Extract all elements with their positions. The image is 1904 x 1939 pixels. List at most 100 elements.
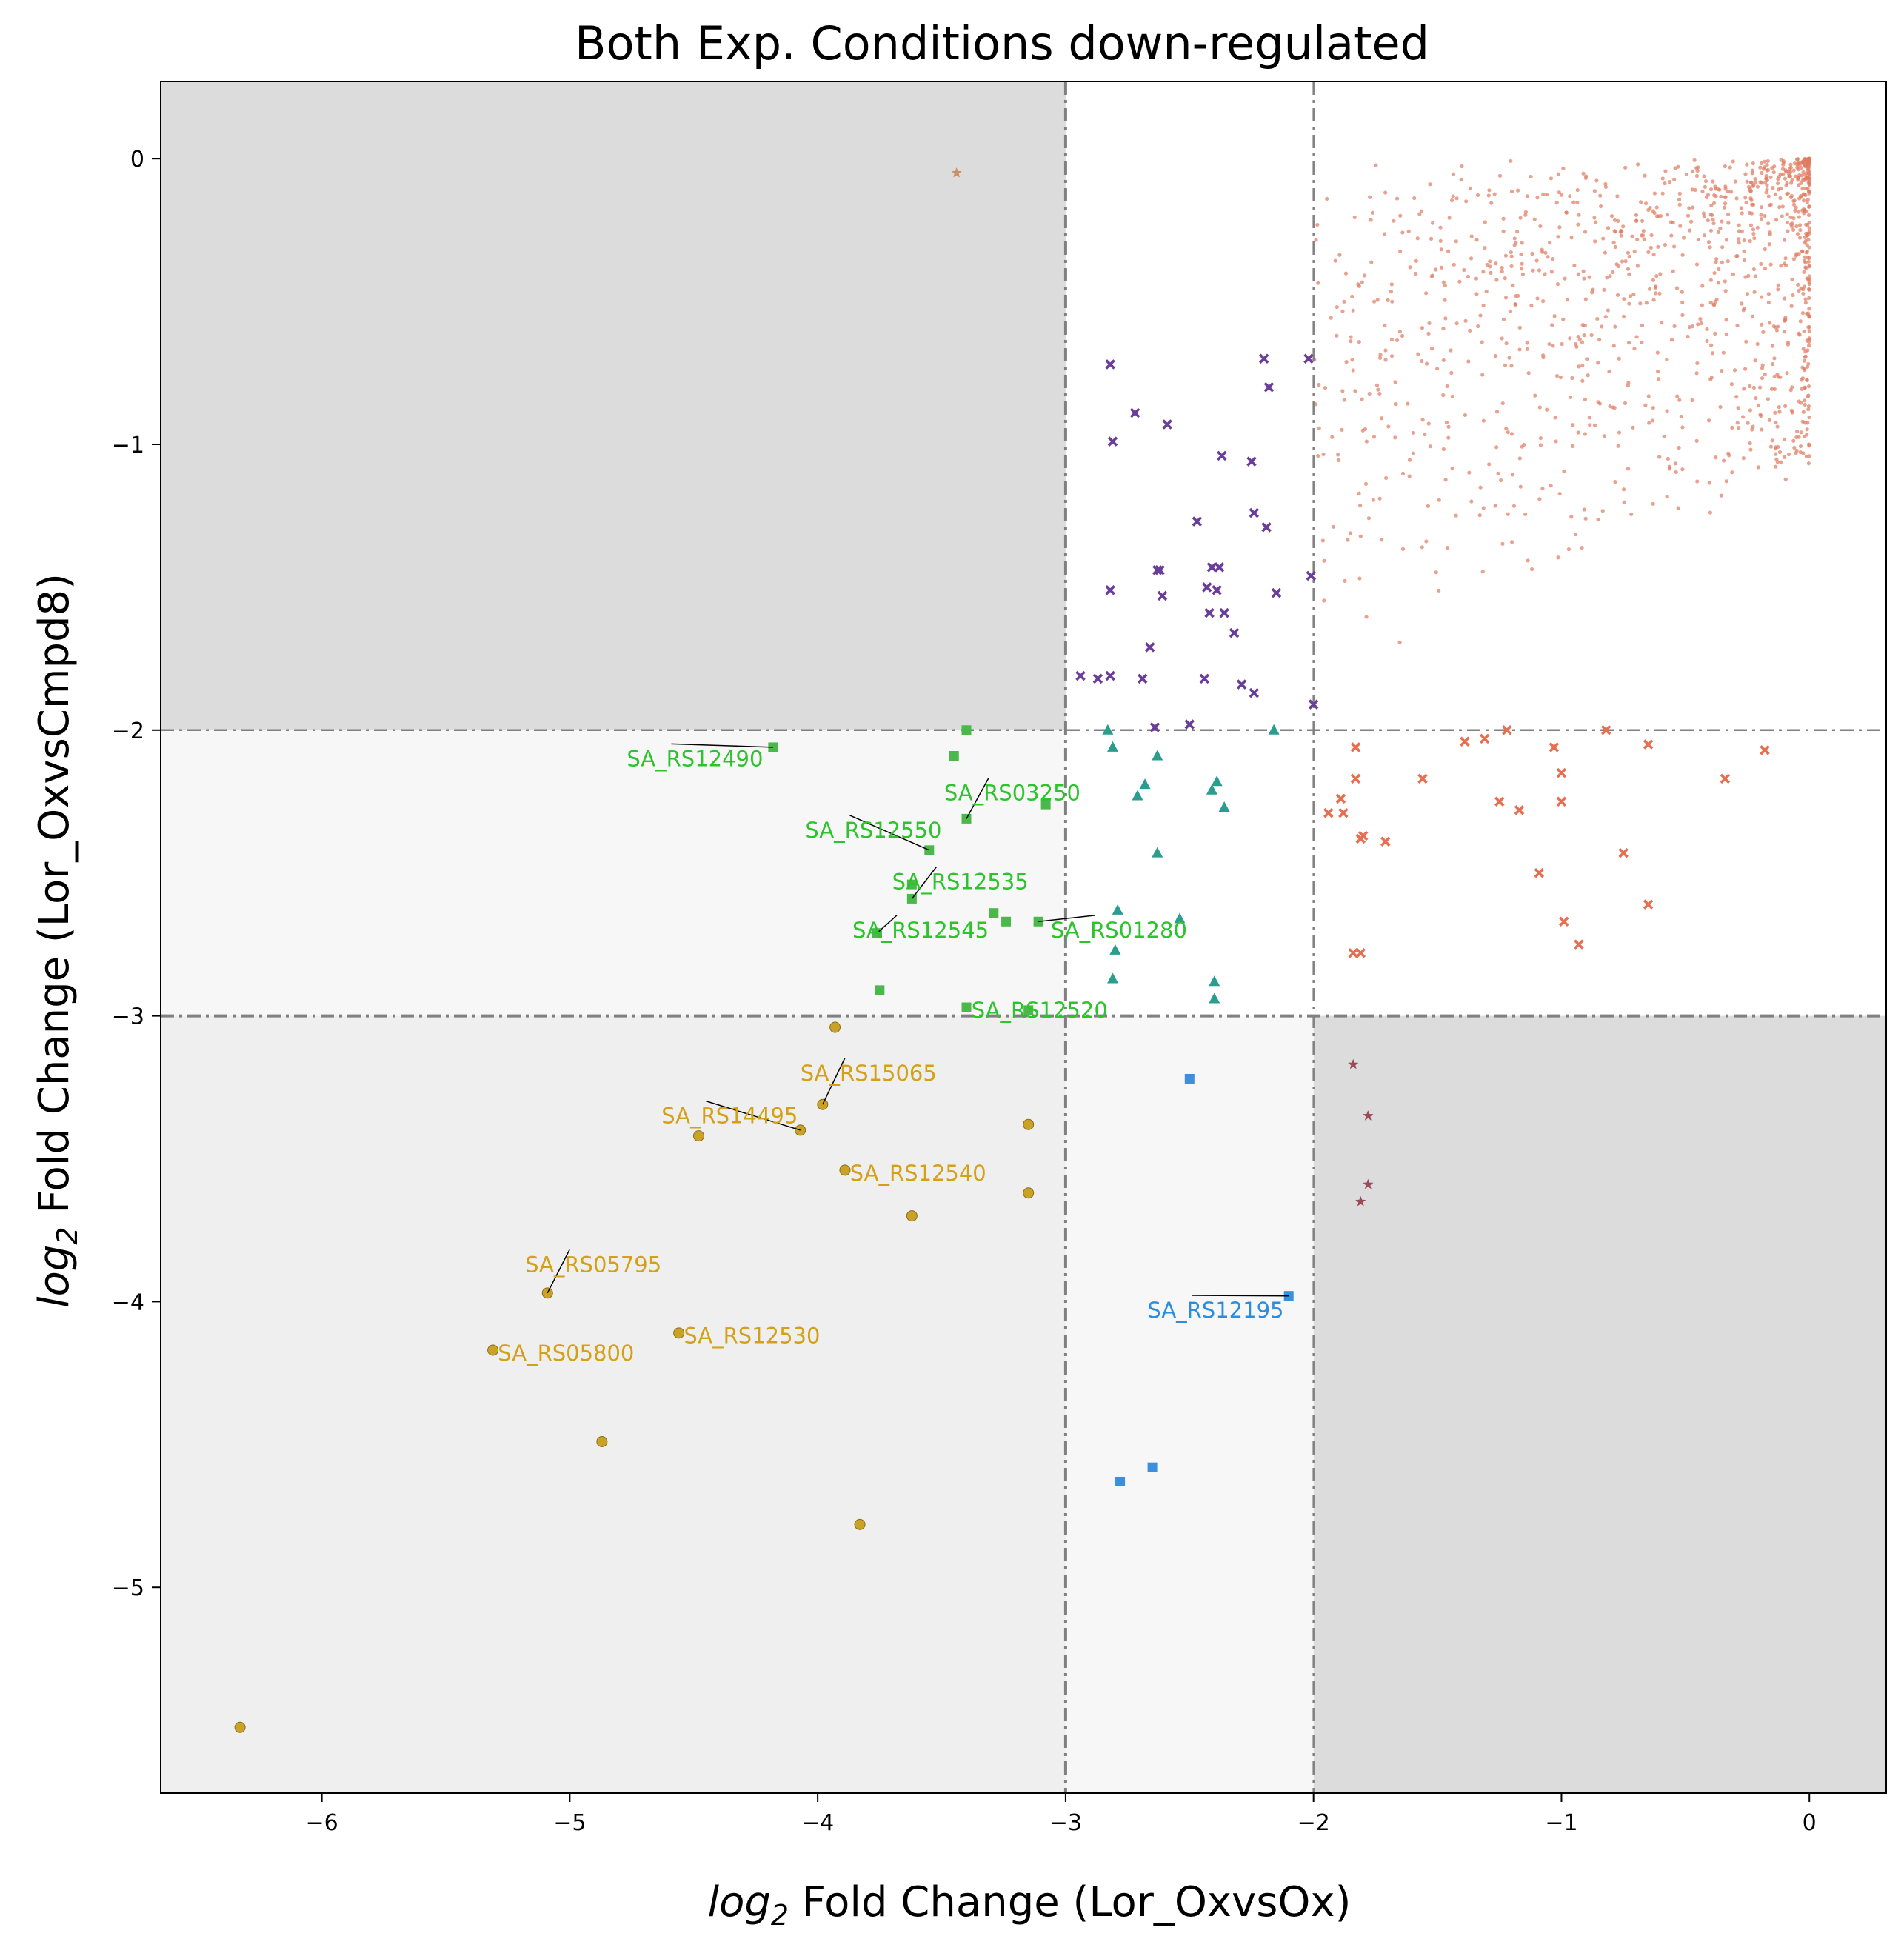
background-point — [1740, 301, 1744, 306]
background-point — [1580, 363, 1585, 368]
background-point — [1718, 404, 1723, 410]
background-point — [1768, 175, 1773, 179]
background-point — [1509, 254, 1514, 258]
background-point — [1700, 284, 1705, 288]
background-point — [1807, 226, 1811, 230]
background-point — [1694, 173, 1700, 178]
background-point — [1690, 324, 1694, 329]
background-point — [1553, 416, 1557, 420]
background-point — [1714, 256, 1719, 261]
background-point — [1611, 270, 1615, 275]
background-point — [1788, 174, 1793, 178]
background-point — [1511, 283, 1515, 288]
background-point — [1677, 202, 1682, 207]
background-point — [1805, 276, 1809, 281]
background-point — [1475, 193, 1480, 197]
background-point — [1751, 267, 1756, 272]
data-point-triangle — [1109, 944, 1121, 955]
background-point — [1358, 534, 1363, 538]
background-point — [1786, 452, 1791, 457]
background-point — [1641, 229, 1646, 233]
background-point — [1806, 394, 1810, 399]
background-point — [1679, 414, 1683, 419]
background-point — [1316, 281, 1320, 285]
background-point — [1768, 321, 1772, 325]
background-point — [1370, 210, 1374, 215]
background-point — [1674, 470, 1678, 474]
background-point — [1520, 267, 1524, 271]
background-point — [1369, 218, 1373, 222]
background-point — [1451, 172, 1456, 176]
data-point-triangle — [1102, 724, 1114, 735]
background-point — [1735, 254, 1740, 258]
background-point — [1788, 215, 1793, 219]
background-point — [1583, 432, 1587, 436]
gene-label: SA_RS12545 — [852, 918, 989, 943]
background-point — [1806, 197, 1810, 201]
background-point — [1807, 220, 1811, 225]
background-point — [1723, 195, 1727, 199]
background-point — [1804, 250, 1808, 255]
background-point — [1629, 512, 1634, 517]
background-point — [1696, 322, 1700, 327]
data-point-x — [1192, 516, 1203, 527]
y-tick-label: 0 — [130, 147, 144, 173]
background-point — [1708, 187, 1714, 192]
data-point-x — [1556, 796, 1567, 807]
background-point — [1587, 275, 1591, 279]
background-point — [1613, 480, 1617, 484]
background-point — [1696, 237, 1700, 242]
background-point — [1703, 178, 1708, 184]
background-point — [1501, 317, 1506, 321]
background-point — [1615, 194, 1620, 198]
background-point — [1364, 439, 1369, 444]
background-point — [1700, 303, 1704, 307]
background-point — [1723, 289, 1728, 293]
annotation-leader-line — [822, 1058, 846, 1105]
background-point — [1806, 311, 1811, 316]
background-point — [1343, 271, 1349, 276]
background-point — [1627, 272, 1631, 276]
background-point — [1806, 238, 1811, 242]
x-axis-label-base: 2 — [771, 1899, 789, 1932]
background-point — [1802, 367, 1807, 371]
background-point — [1768, 262, 1773, 267]
background-point — [1729, 382, 1734, 387]
background-point — [1760, 322, 1764, 327]
background-point — [1726, 212, 1731, 216]
background-point — [1717, 267, 1721, 272]
background-point — [1677, 398, 1682, 402]
data-point-x — [1760, 745, 1770, 755]
background-point — [1434, 367, 1440, 371]
background-point — [1535, 296, 1540, 301]
background-point — [1807, 315, 1811, 319]
background-point — [1603, 250, 1607, 255]
background-point — [1348, 531, 1353, 535]
data-point-x — [1559, 916, 1569, 927]
data-point-x — [1105, 584, 1115, 595]
background-point — [1805, 364, 1810, 370]
background-point — [1519, 252, 1523, 256]
background-point — [1788, 388, 1793, 393]
background-point — [1668, 464, 1672, 469]
background-point — [1344, 359, 1349, 364]
background-point — [1400, 333, 1405, 338]
background-point — [1380, 538, 1384, 542]
background-point — [1718, 226, 1723, 230]
background-point — [1508, 309, 1513, 314]
background-point — [1706, 218, 1710, 223]
background-point — [1766, 194, 1771, 198]
background-point — [1794, 253, 1798, 258]
background-point — [1792, 445, 1797, 450]
background-point — [1789, 181, 1794, 185]
background-point — [1803, 255, 1807, 259]
background-point — [1520, 241, 1524, 245]
background-point — [1748, 223, 1753, 227]
background-point — [1775, 181, 1780, 186]
background-point — [1314, 238, 1318, 242]
background-point — [1783, 330, 1787, 334]
background-point — [1494, 445, 1499, 450]
background-point — [1663, 169, 1668, 173]
background-point — [1763, 213, 1767, 218]
background-point — [1724, 318, 1728, 322]
